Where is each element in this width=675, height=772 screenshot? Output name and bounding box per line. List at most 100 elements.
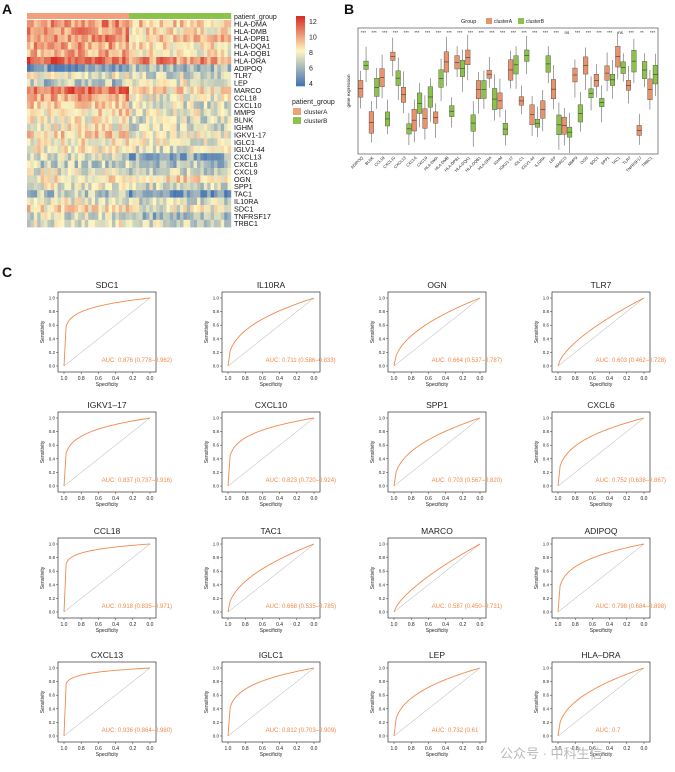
- heatmap-cell: [40, 145, 45, 154]
- heatmap-cell: [37, 131, 41, 139]
- roc-y-tick-label: 0.6: [213, 443, 220, 448]
- heatmap-cell: [115, 153, 119, 161]
- roc-y-tick-label: 1.0: [213, 416, 220, 421]
- heatmap-cell: [135, 108, 140, 117]
- significance-mark: ***: [586, 30, 592, 35]
- heatmap-cell: [105, 123, 109, 132]
- heatmap-cell: [203, 190, 208, 198]
- heatmap-cell: [166, 49, 170, 58]
- heatmap-cell: [159, 212, 164, 220]
- heatmap-cell: [61, 168, 65, 176]
- annotation-cell: [95, 13, 99, 19]
- heatmap-cell: [200, 42, 204, 50]
- heatmap-cell: [81, 145, 85, 154]
- heatmap-cell: [169, 64, 174, 72]
- heatmap-cell: [101, 27, 106, 35]
- roc-x-tick-label: 1.0: [391, 746, 398, 752]
- heatmap-cell: [64, 27, 68, 35]
- heatmap-cell: [78, 42, 82, 50]
- heatmap-cell: [183, 49, 187, 58]
- heatmap-cell: [135, 168, 140, 176]
- heatmap-cell: [74, 86, 79, 95]
- heatmap-cell: [50, 64, 55, 72]
- roc-ylabel: Sensitivity: [40, 690, 46, 713]
- heatmap-cell: [197, 108, 201, 117]
- roc-x-tick-label: 0.0: [147, 496, 154, 502]
- colorbar-segment: [296, 75, 305, 78]
- heatmap-cell: [61, 71, 65, 80]
- roc-xlabel: Specificity: [260, 502, 283, 508]
- gene-label: CXCL10: [234, 101, 262, 110]
- heatmap-cell: [98, 205, 102, 213]
- heatmap-cell: [44, 116, 48, 124]
- heatmap-cell: [101, 101, 106, 109]
- heatmap-cell: [64, 197, 68, 206]
- heatmap-cell: [142, 101, 147, 109]
- heatmap-cell: [40, 190, 45, 198]
- heatmap-cell: [40, 94, 45, 102]
- heatmap-cell: [74, 160, 79, 169]
- heatmap-cell: [197, 153, 201, 161]
- heatmap-cell: [95, 190, 99, 198]
- roc-y-tick-label: 0.8: [49, 679, 56, 684]
- significance-mark: ***: [479, 30, 485, 35]
- heatmap-cell: [57, 34, 62, 43]
- heatmap-cell: [180, 190, 184, 198]
- heatmap-cell: [220, 49, 225, 58]
- heatmap-cell: [37, 79, 41, 87]
- heatmap-cell: [57, 168, 62, 176]
- heatmap-cell: [112, 145, 116, 154]
- significance-mark: ***: [629, 30, 635, 35]
- heatmap-cell: [105, 168, 109, 176]
- heatmap-cell: [132, 108, 136, 117]
- roc-x-tick-label: 1.0: [61, 746, 68, 752]
- heatmap-cell: [57, 64, 62, 72]
- heatmap-cell: [27, 153, 31, 161]
- heatmap-cell: [149, 42, 153, 50]
- heatmap-cell: [27, 64, 31, 72]
- roc-y-tick-label: 0.6: [49, 693, 56, 698]
- heatmap-cell: [186, 71, 191, 80]
- heatmap-cell: [91, 131, 96, 139]
- roc-x-tick-label: 0.6: [425, 746, 432, 752]
- heatmap-cell: [180, 160, 184, 169]
- heatmap-cell: [44, 20, 48, 28]
- roc-x-tick-label: 1.0: [555, 622, 562, 628]
- heatmap-cell: [169, 116, 174, 124]
- heatmap-cell: [95, 123, 99, 132]
- heatmap-cell: [186, 212, 191, 220]
- heatmap-cell: [142, 205, 147, 213]
- heatmap-cell: [220, 57, 225, 65]
- heatmap-cell: [61, 190, 65, 198]
- heatmap-cell: [142, 131, 147, 139]
- heatmap-cell: [27, 123, 31, 132]
- heatmap-cell: [214, 153, 218, 161]
- heatmap-cell: [88, 101, 92, 109]
- heatmap-cell: [132, 42, 136, 50]
- heatmap-cell: [84, 212, 89, 220]
- roc-x-tick-label: 0.6: [95, 622, 102, 628]
- heatmap-cell: [91, 175, 96, 183]
- heatmap-cell: [217, 71, 221, 80]
- heatmap-cell: [210, 101, 215, 109]
- roc-x-tick-label: 0.2: [293, 376, 300, 382]
- significance-mark: ***: [425, 30, 431, 35]
- heatmap-cell: [74, 49, 79, 58]
- heatmap-cell: [156, 190, 160, 198]
- heatmap-cell: [88, 94, 92, 102]
- heatmap-cell: [44, 57, 48, 65]
- heatmap-cell: [33, 49, 38, 58]
- heatmap-cell: [71, 108, 75, 117]
- heatmap-cell: [67, 175, 72, 183]
- heatmap-cell: [64, 160, 68, 169]
- heatmap-cell: [224, 175, 228, 183]
- roc-y-tick-label: 0.0: [213, 734, 220, 739]
- colorbar-segment: [296, 52, 305, 55]
- heatmap-cell: [108, 101, 113, 109]
- roc-title: SDC1: [96, 280, 119, 290]
- heatmap-cell: [112, 138, 116, 146]
- heatmap-cell: [54, 160, 58, 169]
- heatmap-cell: [105, 34, 109, 43]
- heatmap-cell: [88, 49, 92, 58]
- heatmap-cell: [105, 160, 109, 169]
